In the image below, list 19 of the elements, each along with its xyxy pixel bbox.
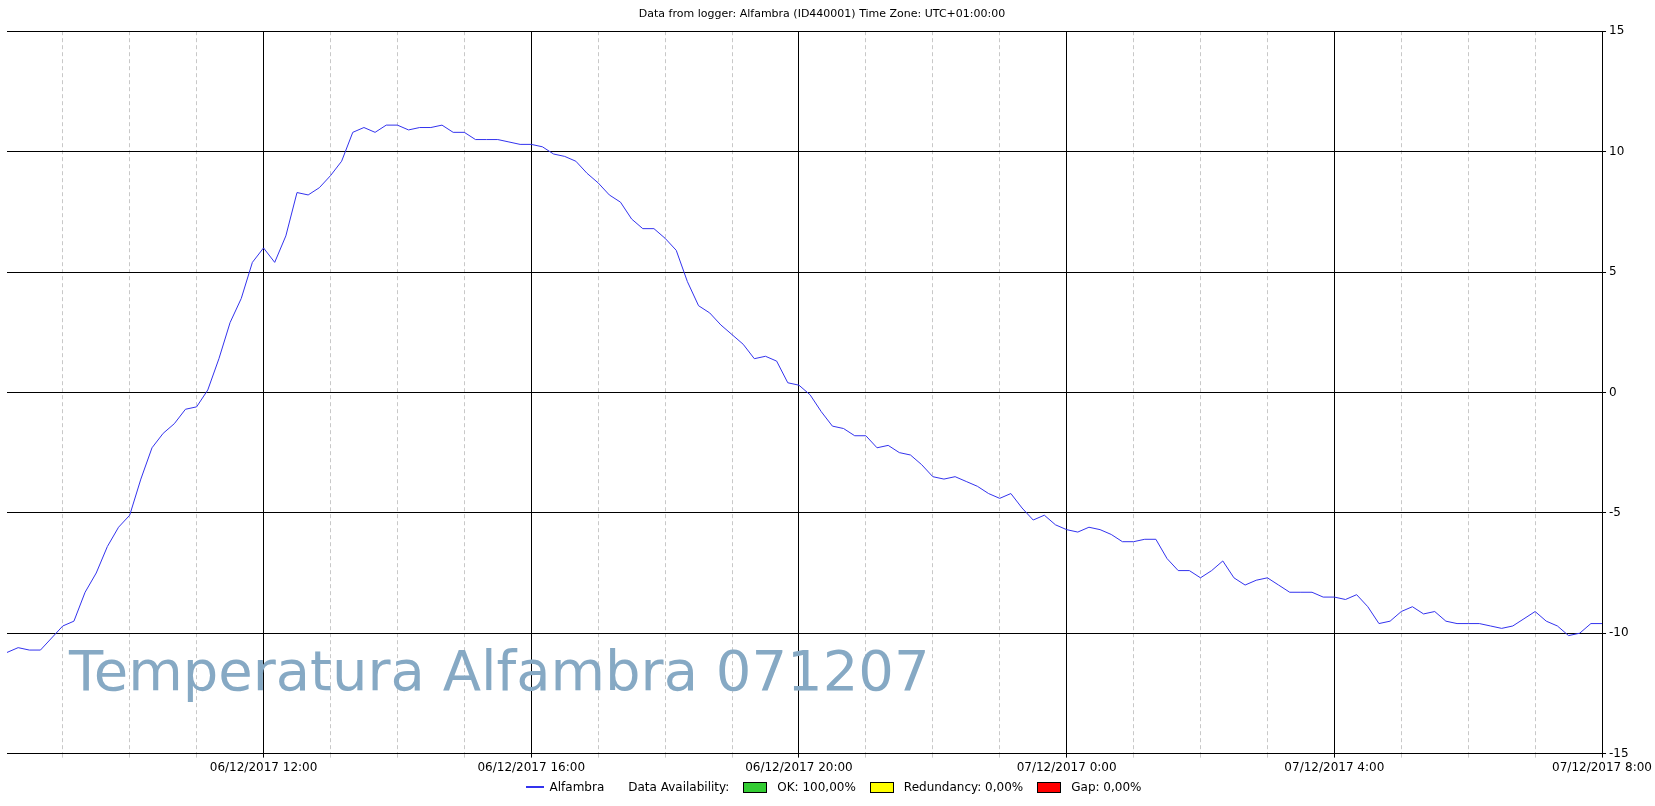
- y-tick-label: -10: [1609, 625, 1629, 640]
- text: OK: 100,00%: [777, 780, 856, 794]
- x-tick-label: 07/12/2017 0:00: [1016, 759, 1117, 774]
- y-tick-label: 10: [1609, 143, 1625, 158]
- x-tick-label: 06/12/2017 20:00: [745, 759, 853, 774]
- text: Redundancy: 0,00%: [903, 780, 1024, 794]
- chart-title: Data from logger: Alfambra (ID440001) Time Zone: UTC+01:00:00: [638, 7, 1006, 21]
- text: Gap: 0,00%: [1071, 780, 1142, 794]
- x-tick-label: 06/12/2017 12:00: [209, 759, 318, 774]
- y-tick-label: 15: [1609, 23, 1625, 38]
- text: Data Availability:: [628, 780, 730, 794]
- legend-label: Alfambra: [548, 780, 605, 794]
- y-tick-label: 0: [1609, 384, 1617, 399]
- x-tick-label: 06/12/2017 16:00: [477, 759, 586, 774]
- y-tick-label: -5: [1609, 504, 1622, 519]
- x-tick-label: 07/12/2017 8:00: [1552, 759, 1653, 774]
- x-tick-label: 07/12/2017 4:00: [1284, 759, 1385, 774]
- y-tick-label: 5: [1609, 264, 1617, 279]
- y-tick-label: -15: [1609, 745, 1629, 760]
